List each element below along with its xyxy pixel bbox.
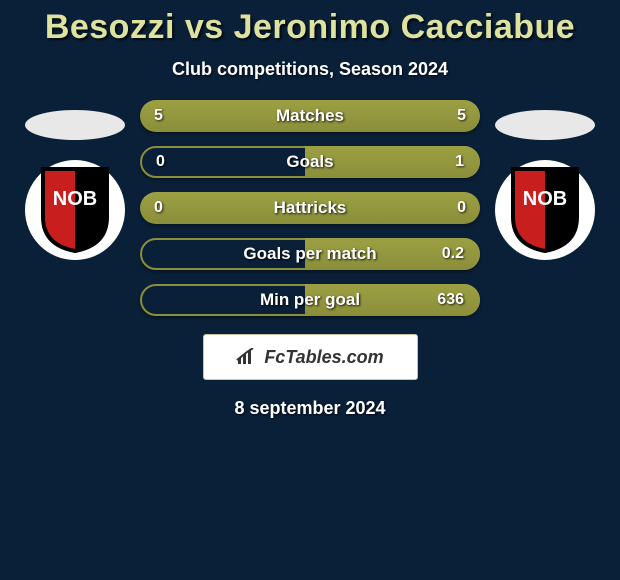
stat-left-value: 0: [156, 153, 165, 171]
stat-left-value: 0: [154, 199, 163, 217]
page-subtitle: Club competitions, Season 2024: [0, 59, 620, 80]
stat-left-value: 5: [154, 107, 163, 125]
root: Besozzi vs Jeronimo Cacciabue Club compe…: [0, 0, 620, 419]
date-text: 8 september 2024: [0, 398, 620, 419]
brand-logo[interactable]: FcTables.com: [203, 334, 418, 380]
team-badge-left: NOB: [25, 160, 125, 260]
stat-right-value: 636: [437, 291, 464, 309]
stat-label: Goals: [286, 152, 333, 172]
stat-label: Matches: [276, 106, 344, 126]
stat-row-min-per-goal: Min per goal 636: [140, 284, 480, 316]
bar-chart-icon: [236, 348, 258, 366]
stat-label: Min per goal: [260, 290, 360, 310]
stat-row-goals: 0 Goals 1: [140, 146, 480, 178]
left-player-col: NOB: [15, 100, 135, 260]
brand-text: FcTables.com: [264, 347, 383, 368]
stat-label: Goals per match: [243, 244, 376, 264]
stat-right-value: 5: [457, 107, 466, 125]
stats-column: 5 Matches 5 0 Goals 1 0 Hattricks 0 Goal…: [135, 100, 485, 316]
shield-icon: NOB: [39, 167, 111, 253]
badge-text-right: NOB: [523, 188, 567, 210]
player-placeholder-right: [495, 110, 595, 140]
stat-right-value: 0.2: [442, 245, 464, 263]
badge-text-left: NOB: [53, 188, 97, 210]
right-player-col: NOB: [485, 100, 605, 260]
player-placeholder-left: [25, 110, 125, 140]
team-badge-right: NOB: [495, 160, 595, 260]
stat-right-value: 0: [457, 199, 466, 217]
shield-icon: NOB: [509, 167, 581, 253]
stat-row-hattricks: 0 Hattricks 0: [140, 192, 480, 224]
stat-right-value: 1: [455, 153, 464, 171]
page-title: Besozzi vs Jeronimo Cacciabue: [0, 8, 620, 47]
stat-row-matches: 5 Matches 5: [140, 100, 480, 132]
stat-row-goals-per-match: Goals per match 0.2: [140, 238, 480, 270]
main-row: NOB 5 Matches 5 0 Goals 1 0 Hattricks 0: [0, 100, 620, 316]
stat-label: Hattricks: [274, 198, 347, 218]
